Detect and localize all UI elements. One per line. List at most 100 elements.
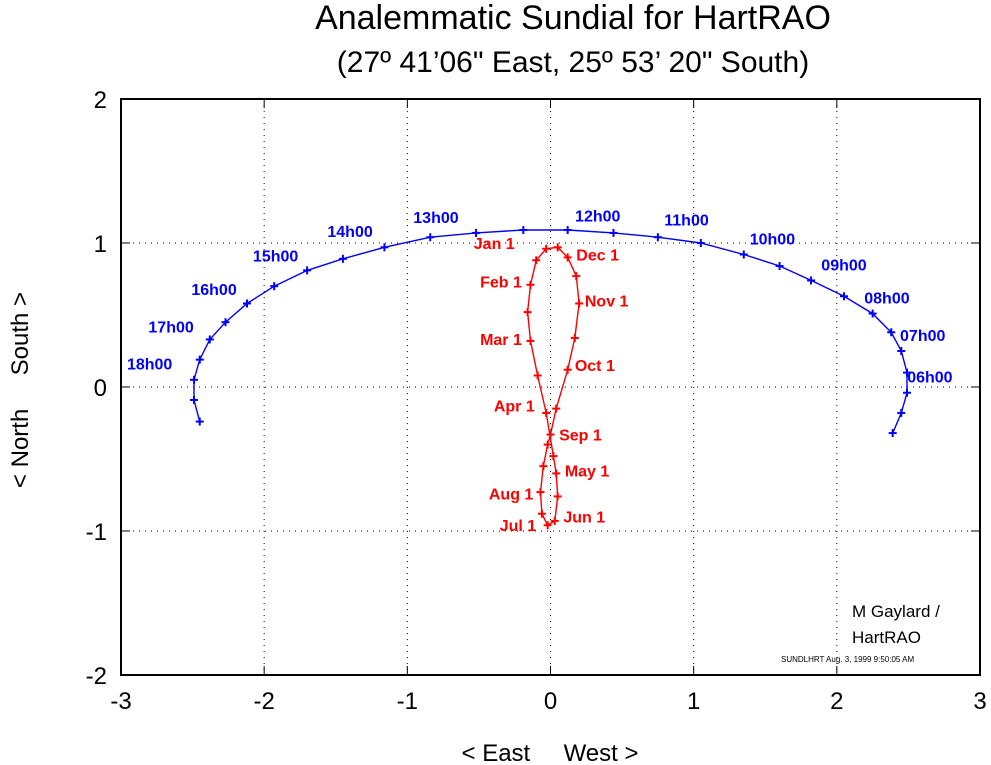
data-point [839, 292, 848, 301]
y-tick-label: -1 [86, 519, 107, 546]
data-point [563, 365, 572, 374]
data-point [242, 299, 251, 308]
data-point [696, 239, 705, 247]
data-point [546, 430, 555, 439]
data-point [902, 368, 911, 377]
data-point [270, 282, 279, 291]
date-label: Jun 1 [563, 509, 605, 526]
date-label: Jul 1 [500, 518, 537, 535]
x-tick-label: 0 [544, 688, 557, 715]
data-point [472, 228, 481, 237]
data-point [526, 280, 535, 289]
data-point [575, 299, 584, 308]
x-tick-label: 3 [973, 688, 986, 715]
data-point [653, 233, 662, 242]
y-tick-label: -2 [86, 663, 107, 690]
data-point [195, 417, 204, 426]
data-point [380, 243, 389, 252]
data-point [572, 272, 581, 281]
data-point [426, 233, 435, 242]
data-point [190, 395, 199, 404]
data-point [195, 355, 204, 364]
data-point [205, 335, 214, 344]
hour-label: 17h00 [148, 319, 193, 336]
data-point [552, 469, 561, 478]
data-point [543, 521, 552, 530]
hour-label: 16h00 [191, 282, 236, 299]
y-axis-label: < North South > [7, 292, 34, 488]
date-label: Mar 1 [480, 332, 522, 349]
data-point [190, 375, 199, 384]
data-point [526, 336, 535, 345]
data-point [902, 388, 911, 397]
data-point [570, 334, 579, 343]
hour-label: 08h00 [864, 290, 909, 307]
x-tick-label: -2 [253, 688, 274, 715]
data-point [532, 256, 541, 265]
series-line [193, 229, 908, 434]
data-point [887, 328, 896, 337]
credit-line-2: HartRAO [852, 628, 921, 647]
date-label: Nov 1 [585, 293, 629, 310]
y-tick-label: 2 [94, 87, 107, 114]
timestamp-stamp: SUNDLHRT Aug. 3, 1999 9:50:05 AM [781, 655, 914, 664]
data-point [533, 371, 542, 380]
data-point [775, 262, 784, 271]
data-point [537, 509, 546, 518]
data-point [563, 253, 572, 262]
hour-label: 06h00 [907, 370, 952, 387]
date-label: Aug 1 [489, 486, 534, 503]
date-label: Oct 1 [575, 358, 615, 375]
data-point [553, 492, 562, 501]
hour-label: 14h00 [327, 224, 372, 241]
data-point [221, 318, 230, 327]
data-point [303, 266, 312, 275]
data-point [523, 308, 532, 317]
data-point [539, 462, 548, 471]
hour-label: 11h00 [664, 213, 709, 230]
chart-subtitle: (27º 41’06" East, 25º 53’ 20" South) [337, 46, 809, 79]
data-point [549, 452, 558, 461]
series-1 [523, 243, 584, 530]
data-point [338, 254, 347, 263]
data-point [553, 243, 562, 252]
data-point [550, 516, 559, 525]
hour-label: 15h00 [253, 249, 298, 266]
hour-label: 13h00 [413, 210, 458, 227]
data-point [543, 440, 552, 449]
data-point [563, 226, 572, 235]
hour-label: 10h00 [750, 231, 795, 248]
series-0 [190, 226, 911, 438]
series [190, 226, 911, 530]
x-tick-label: -3 [110, 688, 131, 715]
date-label: Feb 1 [480, 275, 522, 292]
data-point [888, 429, 897, 438]
date-label: Apr 1 [494, 398, 535, 415]
x-tick-label: -1 [397, 688, 418, 715]
date-label: Jan 1 [474, 236, 515, 253]
hour-label: 12h00 [575, 208, 620, 225]
hour-label: 09h00 [821, 257, 866, 274]
y-tick-label: 1 [94, 231, 107, 258]
credit-line-1: M Gaylard / [852, 602, 940, 621]
data-point [868, 309, 877, 318]
data-point [542, 408, 551, 417]
y-tick-label: 0 [94, 375, 107, 402]
data-point [552, 404, 561, 413]
data-point [609, 228, 618, 237]
chart-title: Analemmatic Sundial for HartRAO [315, 0, 831, 37]
x-tick-label: 1 [687, 688, 700, 715]
date-label: Sep 1 [559, 427, 602, 444]
data-point [897, 347, 906, 355]
data-point [519, 226, 528, 235]
data-point [807, 276, 816, 285]
data-point [542, 244, 551, 253]
data-point [536, 488, 545, 497]
grid [121, 99, 980, 675]
data-point [739, 250, 748, 259]
point-labels: 06h00 07h00 08h00 09h00 10h00 11h00 12h00 13h00… [127, 208, 953, 535]
date-label: May 1 [565, 463, 610, 480]
data-point [897, 408, 906, 417]
